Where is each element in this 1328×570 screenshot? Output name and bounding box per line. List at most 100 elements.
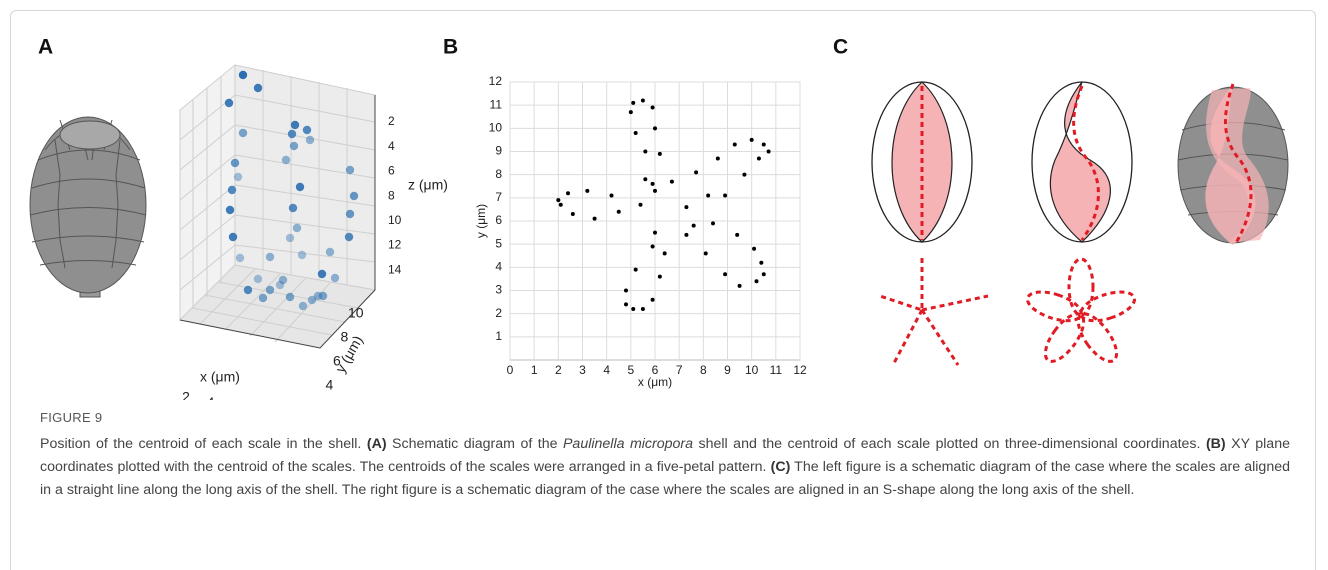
centroid-point — [692, 224, 696, 228]
y-tick-label: 6 — [495, 213, 502, 227]
centroid-point-3d — [346, 210, 354, 218]
centroid-point — [634, 268, 638, 272]
centroid-point — [631, 307, 635, 311]
y-tick-label: 10 — [489, 121, 503, 135]
centroid-point-3d — [239, 71, 247, 79]
centroid-point-3d — [229, 233, 237, 241]
y-tick-label: 5 — [495, 236, 502, 250]
centroid-point — [684, 233, 688, 237]
centroid-point — [639, 203, 643, 207]
centroid-point — [651, 298, 655, 302]
centroid-point — [566, 191, 570, 195]
centroid-point-3d — [286, 234, 294, 242]
centroid-point — [711, 221, 715, 225]
panel-label: B — [443, 36, 458, 59]
centroid-point — [624, 302, 628, 306]
x-tick-label: 9 — [724, 363, 731, 377]
y-tick-label: 8 — [495, 167, 502, 181]
centroid-point-3d — [296, 183, 304, 191]
z-tick-label: 2 — [388, 114, 395, 128]
centroid-point — [716, 156, 720, 160]
centroid-point — [762, 272, 766, 276]
centroid-point — [593, 217, 597, 221]
y-tick-label: 4 — [495, 260, 502, 274]
centroid-point-3d — [231, 159, 239, 167]
caption-run: (A) — [367, 436, 387, 452]
centroid-point — [651, 244, 655, 248]
centroid-point-3d — [225, 99, 233, 107]
centroid-point-3d — [291, 121, 299, 129]
centroid-point — [658, 152, 662, 156]
z-tick-label: 10 — [388, 213, 402, 227]
centroid-point-3d — [314, 292, 322, 300]
y-axis-label: y (μm) — [474, 204, 488, 238]
centroid-point — [767, 150, 771, 154]
centroid-point — [571, 212, 575, 216]
x-tick-label: 4 — [603, 363, 610, 377]
centroid-point — [559, 203, 563, 207]
x-tick-label: 2 — [555, 363, 562, 377]
y-tick-label: 7 — [495, 190, 502, 204]
centroid-point — [651, 182, 655, 186]
y-tick-label: 1 — [495, 329, 502, 343]
centroid-point — [617, 210, 621, 214]
centroid-point-3d — [331, 274, 339, 282]
y-tick-label: 11 — [490, 97, 503, 111]
centroid-point-3d — [239, 129, 247, 137]
x-tick-label: 10 — [745, 363, 759, 377]
centroid-point-3d — [279, 276, 287, 284]
caption-run: (B) — [1206, 436, 1226, 452]
centroid-point — [706, 194, 710, 198]
centroid-point-3d — [299, 302, 307, 310]
centroid-point — [684, 205, 688, 209]
panel-label: A — [38, 36, 53, 59]
centroid-point-3d — [259, 294, 267, 302]
centroid-point — [643, 150, 647, 154]
x-tick-label: 0 — [507, 363, 514, 377]
centroid-point — [643, 177, 647, 181]
3d-axes-box — [180, 65, 375, 348]
centroid-point — [742, 173, 746, 177]
centroid-point — [653, 126, 657, 130]
centroid-point-3d — [282, 156, 290, 164]
centroid-point-3d — [226, 206, 234, 214]
caption-run: (C) — [771, 459, 791, 475]
y-tick-label: 4 — [326, 377, 334, 393]
centroid-point-3d — [254, 84, 262, 92]
centroid-point — [733, 143, 737, 147]
caption-run: Paulinella micropora — [563, 436, 693, 452]
x-tick-label: 1 — [531, 363, 538, 377]
centroid-point — [663, 251, 667, 255]
z-axis-label: z (μm) — [408, 177, 448, 193]
figure-caption: Position of the centroid of each scale i… — [40, 433, 1290, 502]
x-tick-label: 12 — [793, 363, 807, 377]
centroid-point-3d — [236, 254, 244, 262]
y-tick-label: 9 — [495, 144, 502, 158]
y-tick-label: 3 — [495, 283, 502, 297]
centroid-point-3d — [234, 173, 242, 181]
centroid-point — [670, 180, 674, 184]
centroid-point-3d — [289, 204, 297, 212]
figure-label: FIGURE 9 — [40, 410, 102, 425]
centroid-point — [735, 233, 739, 237]
x-tick-label: 5 — [627, 363, 634, 377]
straight-diagram — [872, 82, 988, 365]
centroid-point — [641, 307, 645, 311]
centroid-point — [556, 198, 560, 202]
caption-run: Position of the centroid of each scale i… — [40, 436, 367, 452]
caption-run: shell and the centroid of each scale plo… — [693, 436, 1206, 452]
x-tick-label: 11 — [770, 363, 783, 377]
centroid-point — [723, 272, 727, 276]
centroid-point — [653, 189, 657, 193]
centroid-point-3d — [345, 233, 353, 241]
x-tick-label: 8 — [700, 363, 707, 377]
x-tick-label: 2 — [182, 389, 190, 400]
centroid-point-3d — [293, 224, 301, 232]
centroid-point — [624, 289, 628, 293]
y-tick-label: 12 — [489, 74, 503, 88]
y-tick-label: 10 — [348, 305, 364, 321]
centroid-point-3d — [318, 270, 326, 278]
centroid-point — [738, 284, 742, 288]
centroid-point-3d — [290, 142, 298, 150]
z-tick-label: 4 — [388, 139, 395, 153]
